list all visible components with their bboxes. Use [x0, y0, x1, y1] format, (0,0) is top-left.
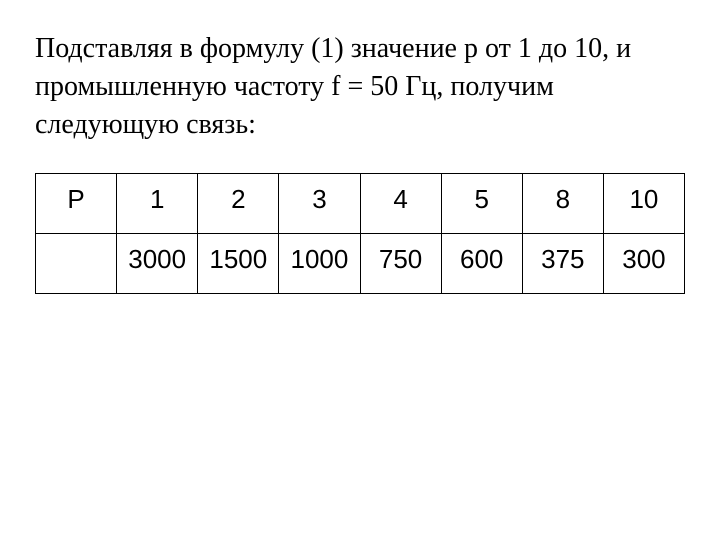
cell-value: 375 — [541, 245, 584, 274]
cell-value: 600 — [460, 245, 503, 274]
header-cell-4: 4 — [360, 174, 441, 234]
header-cell-1: 1 — [117, 174, 198, 234]
header-cell-2: 2 — [198, 174, 279, 234]
cell-value: 3000 — [128, 245, 186, 274]
value-cell-5: 600 — [441, 234, 522, 294]
header-cell-7: 10 — [603, 174, 684, 234]
data-table: Р 1 2 3 4 5 8 10 3000 1500 1000 750 600 … — [35, 173, 685, 294]
value-cell-2: 1500 — [198, 234, 279, 294]
table-row: 3000 1500 1000 750 600 375 300 — [36, 234, 685, 294]
value-cell-7: 300 — [603, 234, 684, 294]
table-row: Р 1 2 3 4 5 8 10 — [36, 174, 685, 234]
header-cell-3: 3 — [279, 174, 360, 234]
header-cell-6: 8 — [522, 174, 603, 234]
cell-value: 750 — [379, 245, 422, 274]
value-cell-6: 375 — [522, 234, 603, 294]
value-cell-3: 1000 — [279, 234, 360, 294]
header-cell-5: 5 — [441, 174, 522, 234]
cell-value: 1000 — [291, 245, 349, 274]
description-paragraph: Подставляя в формулу (1) значение р от 1… — [35, 30, 685, 143]
header-cell-p: Р — [36, 174, 117, 234]
value-cell-4: 750 — [360, 234, 441, 294]
cell-value: 1500 — [209, 245, 267, 274]
value-cell-1: 3000 — [117, 234, 198, 294]
cell-value: 300 — [622, 245, 665, 274]
value-cell-empty — [36, 234, 117, 294]
